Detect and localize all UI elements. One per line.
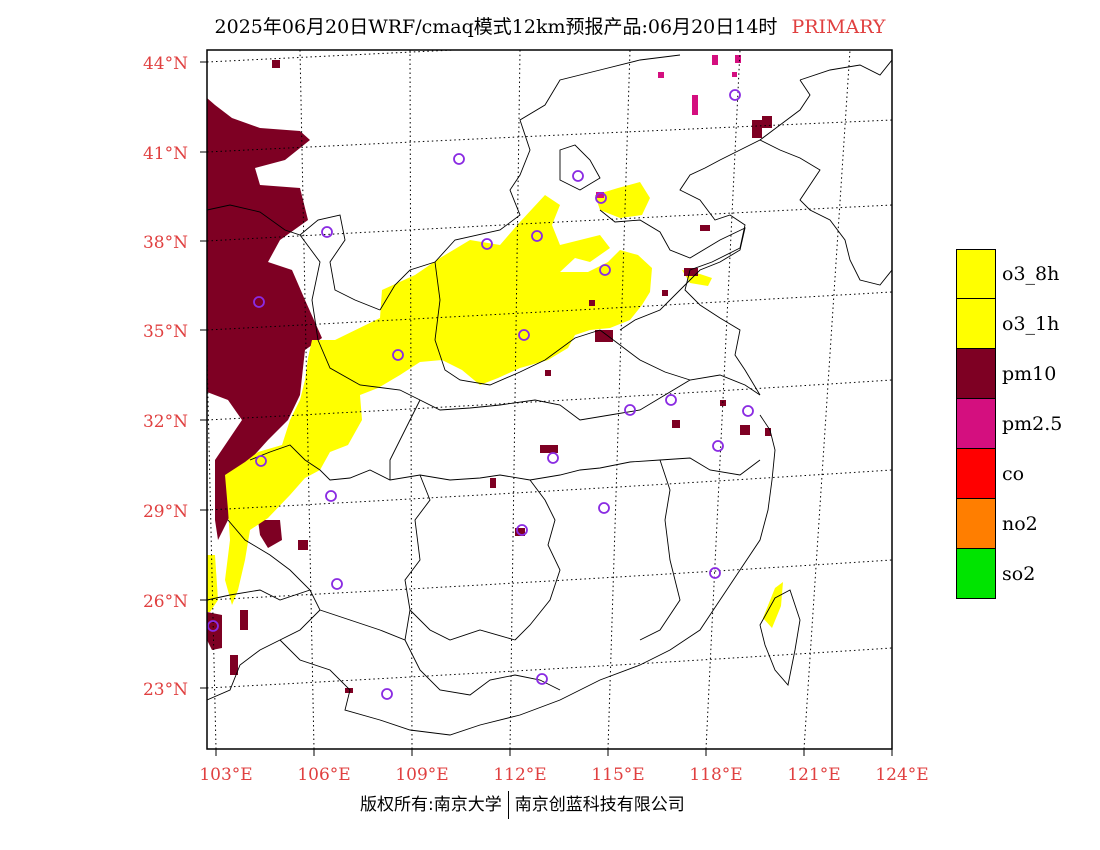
credit-right: 南京创蓝科技有限公司 xyxy=(514,795,685,815)
pm10-region-west xyxy=(207,98,322,540)
legend-label-no2: no2 xyxy=(1002,513,1038,535)
legend-label-pm10: pm10 xyxy=(1002,363,1057,385)
station-markers xyxy=(207,89,754,700)
lat-label-23: 23°N xyxy=(142,680,188,700)
pm10-region-west-lower xyxy=(258,520,282,548)
lon-label-115: 115°E xyxy=(591,765,645,785)
lat-label-35: 35°N xyxy=(142,322,188,342)
graticule xyxy=(207,50,892,749)
pm10-patches xyxy=(230,60,772,693)
legend-label-pm25: pm2.5 xyxy=(1002,413,1063,435)
legend-label-so2: so2 xyxy=(1002,563,1036,585)
legend-swatch-co xyxy=(956,449,996,499)
legend-label-o3-1h: o3_1h xyxy=(1002,313,1060,335)
credit-separator xyxy=(507,791,509,819)
boundaries xyxy=(207,54,892,736)
lat-label-41: 41°N xyxy=(142,144,188,164)
map-frame xyxy=(206,49,893,750)
pm25-patches xyxy=(596,55,741,198)
lat-label-38: 38°N xyxy=(142,233,188,253)
lon-label-106: 106°E xyxy=(297,765,351,785)
legend-swatch-so2 xyxy=(956,549,996,599)
lat-label-29: 29°N xyxy=(142,502,188,522)
copyright-credit: 版权所有:南京大学 南京创蓝科技有限公司 xyxy=(360,790,685,819)
lon-label-118: 118°E xyxy=(689,765,743,785)
lon-label-124: 124°E xyxy=(875,765,929,785)
lat-label-32: 32°N xyxy=(142,412,188,432)
legend-swatch-no2 xyxy=(956,499,996,549)
lon-label-103: 103°E xyxy=(199,765,253,785)
legend-label-o3-8h: o3_8h xyxy=(1002,263,1060,285)
o3-region-north xyxy=(595,182,650,218)
title-primary-tag: PRIMARY xyxy=(791,16,886,38)
lon-label-109: 109°E xyxy=(395,765,449,785)
lon-label-121: 121°E xyxy=(787,765,841,785)
map-title: 2025年06月20日WRF/cmaq模式12km预报产品:06月20日14时 P… xyxy=(0,12,1100,39)
o3-region-main xyxy=(225,195,652,605)
legend-swatch-o3-1h xyxy=(956,299,996,349)
legend-swatch-pm25 xyxy=(956,399,996,449)
title-text: 2025年06月20日WRF/cmaq模式12km预报产品:06月20日14时 xyxy=(214,16,778,38)
credit-left: 版权所有:南京大学 xyxy=(360,795,502,815)
axis-ticks xyxy=(200,61,893,756)
o3-region-taiwan xyxy=(763,582,783,628)
legend-swatch-pm10 xyxy=(956,349,996,399)
o3-region-sw-edge xyxy=(207,555,218,612)
lat-label-44: 44°N xyxy=(142,54,188,74)
legend-label-co: co xyxy=(1002,463,1025,485)
map-content xyxy=(207,50,892,749)
legend-swatch-o3-8h xyxy=(956,249,996,299)
lat-label-26: 26°N xyxy=(142,592,188,612)
lon-label-112: 112°E xyxy=(493,765,547,785)
